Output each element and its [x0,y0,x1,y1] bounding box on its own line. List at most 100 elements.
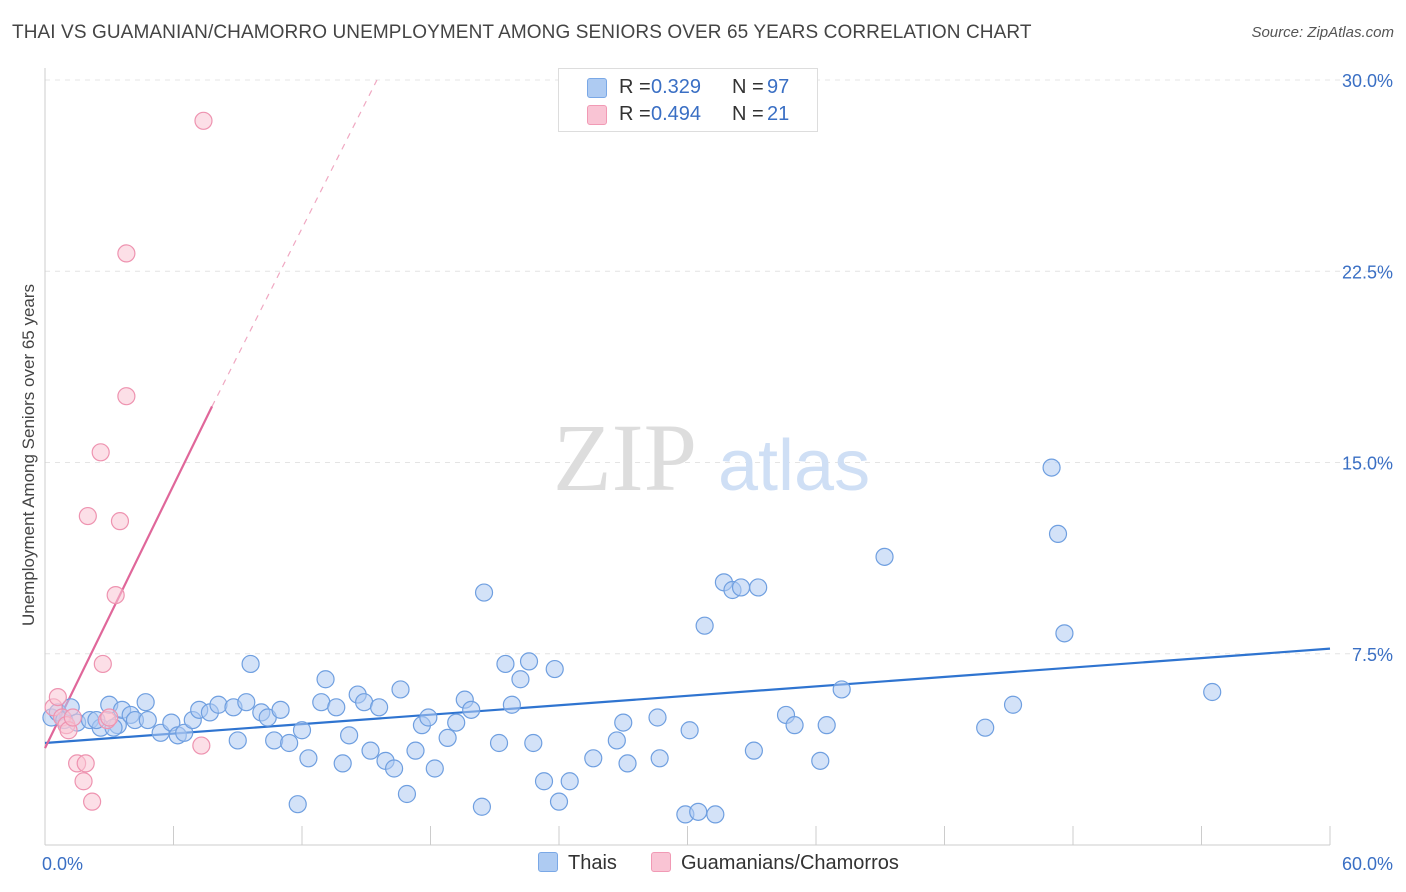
y-tick-label: 30.0% [1342,71,1393,91]
data-point-thais [749,578,768,597]
data-point-thais [695,616,714,635]
data-points [42,111,1222,824]
legend-r-value: 0.494 [651,103,702,125]
data-point-guamanians [100,708,119,727]
data-point-thais [545,659,564,679]
y-axis-label: Unemployment Among Seniors over 65 years [19,284,38,626]
data-point-thais [534,772,554,791]
data-point-thais [333,754,352,773]
data-point-guamanians [192,736,211,755]
data-point-thais [384,759,404,778]
x-tick-label: 0.0% [42,854,83,874]
data-point-thais [744,741,763,760]
data-point-thais [1042,458,1061,477]
legend-n-label: N = [732,103,764,125]
bottom-legend-label-guamanians: Guamanians/Chamorros [681,852,899,874]
data-point-thais [832,680,851,699]
data-point-guamanians [110,512,130,531]
data-point-thais [228,731,247,750]
data-point-thais [397,784,417,804]
data-point-thais [391,680,410,699]
data-point-guamanians [74,772,93,791]
data-point-guamanians [83,792,102,811]
data-point-thais [680,721,699,740]
bottom-legend-label-thais: Thais [568,852,617,874]
watermark: ZIP atlas [553,404,870,511]
data-point-guamanians [106,585,125,605]
bottom-legend-guamanians: Guamanians/Chamorros [651,852,899,875]
data-point-thais [237,693,256,712]
data-point-thais [447,713,466,732]
trend-line-thais [44,647,1331,745]
data-point-guamanians [117,387,136,406]
y-tick-label: 22.5% [1342,262,1393,282]
data-point-thais [419,708,438,727]
legend-r-label: R = [619,103,651,125]
trend-line-extension [211,79,378,407]
data-point-guamanians [91,443,110,462]
chart-title: THAI VS GUAMANIAN/CHAMORRO UNEMPLOYMENT … [12,22,1032,43]
grid-lines [45,79,1392,655]
tick-labels: 7.5% 15.0% 22.5% 30.0% 0.0% 60.0% [42,71,1393,874]
data-point-thais [511,670,530,689]
bottom-legend-swatch-thais [538,852,558,872]
trend-line-guamanians [44,405,214,749]
data-point-guamanians [76,754,95,773]
data-point-thais [316,670,335,689]
data-point-thais [817,716,836,735]
data-point-guamanians [93,654,112,674]
data-point-guamanians [194,111,213,130]
data-point-thais [648,708,667,727]
source-label: Source: ZipAtlas.com [1251,24,1394,41]
data-point-thais [607,731,626,750]
data-point-thais [1203,682,1222,702]
data-point-thais [811,751,830,770]
data-point-thais [524,733,543,753]
legend-n-value: 97 [767,76,790,98]
data-point-thais [785,716,804,735]
data-point-thais [406,741,425,760]
data-point-thais [361,741,380,760]
data-point-thais [299,749,318,768]
data-point-thais [472,797,491,816]
data-point-guamanians [78,506,97,526]
data-point-guamanians [48,687,67,707]
data-point-thais [288,795,307,814]
data-point-thais [706,805,725,824]
data-point-thais [618,754,637,773]
watermark-atlas: atlas [718,426,870,506]
data-point-guamanians [63,708,82,727]
data-point-thais [327,698,346,717]
data-point-thais [502,695,521,714]
data-point-thais [438,728,457,748]
data-point-thais [614,713,633,732]
data-point-thais [462,700,481,719]
data-point-thais [875,547,894,566]
y-tick-label: 7.5% [1352,645,1393,665]
correlation-legend: R = 0.329 N = 97 R = 0.494 N = 21 [558,68,818,132]
data-point-thais [650,749,669,768]
data-point-thais [280,733,299,753]
watermark-zip: ZIP [553,404,697,511]
data-point-thais [370,698,389,717]
data-point-thais [136,693,155,712]
x-tick-label: 60.0% [1342,854,1393,874]
data-point-thais [731,578,751,597]
trend-lines [44,79,1331,749]
data-point-thais [1003,695,1023,714]
data-point-thais [340,726,359,745]
data-point-thais [519,652,539,671]
data-point-thais [138,710,157,730]
data-point-thais [209,695,228,714]
legend-swatch-thais [587,78,607,98]
bottom-legend-swatch-guamanians [651,852,671,872]
axes [44,68,1331,846]
data-point-thais [496,654,515,674]
bottom-legend-thais: Thais [538,852,617,875]
data-point-thais [584,749,603,768]
data-point-thais [265,731,284,750]
data-point-thais [689,802,708,821]
legend-swatch-guamanians [587,105,607,125]
data-point-thais [1048,524,1068,544]
